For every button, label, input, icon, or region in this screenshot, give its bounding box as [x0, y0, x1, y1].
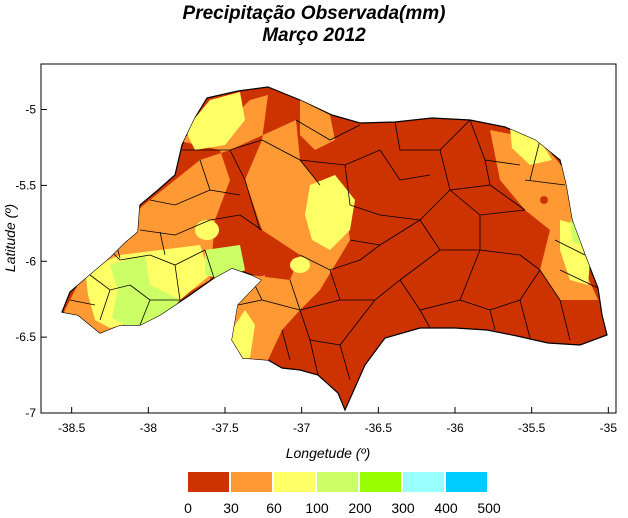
x-tick-label: -36: [446, 421, 464, 435]
x-tick-label: -35: [600, 421, 618, 435]
legend-label: 60: [266, 500, 282, 516]
x-tick-label: -38.5: [58, 421, 86, 435]
x-tick-label: -37.5: [211, 421, 239, 435]
zone-60-100-west-spot: [195, 220, 219, 240]
legend-label: 400: [434, 500, 458, 516]
map-subtitle: Março 2012: [262, 25, 366, 46]
legend-swatch: [446, 472, 487, 492]
precipitation-zones: [62, 92, 598, 360]
zone-100-200-west: [110, 255, 180, 330]
legend-label: 200: [348, 500, 372, 516]
y-tick-label: -6: [25, 254, 36, 268]
y-axis-label: Latitude (º): [2, 204, 18, 272]
legend-label: 300: [391, 500, 415, 516]
legend-swatch: [274, 472, 315, 492]
legend-label: 100: [305, 500, 329, 516]
legend-swatch: [188, 472, 229, 492]
zone-0-30-hotspot: [540, 196, 548, 204]
legend-swatch: [231, 472, 272, 492]
zone-60-100-northwest: [185, 92, 245, 150]
zone-60-100-east: [560, 220, 590, 285]
legend-swatch: [317, 472, 358, 492]
legend-label: 30: [223, 500, 239, 516]
zone-60-100-south: [232, 310, 255, 360]
legend-swatch: [360, 472, 401, 492]
legend-swatch: [403, 472, 444, 492]
x-tick-label: -35.5: [518, 421, 546, 435]
x-tick-label: -38: [140, 421, 158, 435]
y-tick-label: -5: [25, 103, 36, 117]
zone-60-100-spot: [290, 257, 310, 273]
x-tick-label: -36.5: [365, 421, 393, 435]
y-tick-label: -5.5: [15, 178, 36, 192]
legend: 0 30 60 100 200 300 400 500: [184, 472, 501, 516]
x-tick-label: -37: [293, 421, 311, 435]
y-axis: -5 -5.5 -6 -6.5 -7 Latitude (º): [2, 103, 47, 420]
zone-60-100-center: [305, 175, 355, 250]
zone-60-100-northeast: [510, 128, 552, 165]
map-title: Precipitação Observada(mm): [182, 3, 446, 24]
y-tick-label: -7: [25, 406, 36, 420]
legend-label: 0: [184, 500, 192, 516]
y-tick-label: -6.5: [15, 330, 36, 344]
x-axis: -38.5 -38 -37.5 -37 -36.5 -36 -35.5 -35 Longetu…: [58, 407, 617, 461]
legend-label: 500: [477, 500, 501, 516]
x-axis-label: Longetude (º): [286, 445, 371, 461]
